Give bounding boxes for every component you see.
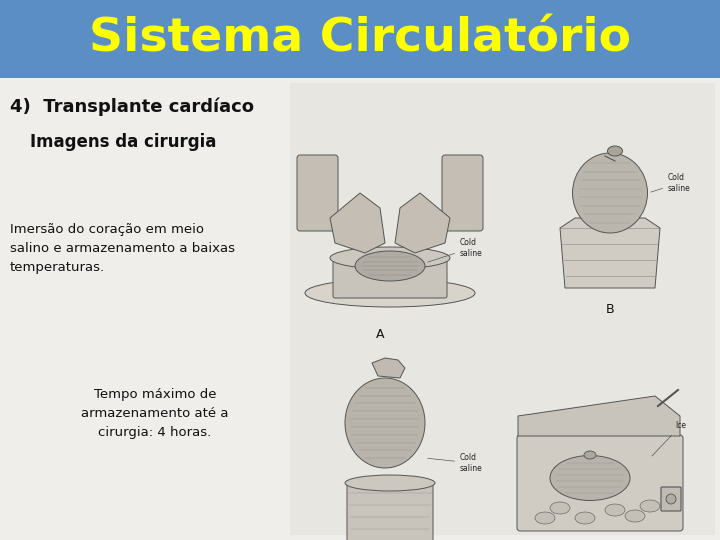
FancyBboxPatch shape (517, 435, 683, 531)
Ellipse shape (575, 512, 595, 524)
Text: A: A (376, 328, 384, 341)
Polygon shape (372, 358, 405, 378)
Text: Ice: Ice (652, 422, 686, 456)
Polygon shape (330, 193, 385, 253)
Polygon shape (518, 396, 680, 436)
Text: Imersão do coração em meio
salino e armazenamento a baixas
temperaturas.: Imersão do coração em meio salino e arma… (10, 223, 235, 274)
Ellipse shape (550, 502, 570, 514)
Ellipse shape (355, 251, 425, 281)
Text: 4)  Transplante cardíaco: 4) Transplante cardíaco (10, 98, 254, 117)
Ellipse shape (345, 475, 435, 491)
Polygon shape (560, 218, 660, 288)
Ellipse shape (550, 456, 630, 501)
Text: Tempo máximo de
armazenamento até a
cirurgia: 4 horas.: Tempo máximo de armazenamento até a ciru… (81, 388, 229, 439)
Bar (290, 83, 715, 535)
Ellipse shape (605, 504, 625, 516)
Ellipse shape (640, 500, 660, 512)
Ellipse shape (305, 279, 475, 307)
Text: Sistema Circulatório: Sistema Circulatório (89, 17, 631, 62)
Text: B: B (606, 303, 614, 316)
Ellipse shape (572, 153, 647, 233)
Text: Imagens da cirurgia: Imagens da cirurgia (30, 133, 217, 151)
FancyBboxPatch shape (333, 256, 447, 298)
Text: Cold
saline: Cold saline (428, 238, 482, 262)
Ellipse shape (608, 146, 623, 156)
Ellipse shape (625, 510, 645, 522)
Circle shape (666, 494, 676, 504)
Polygon shape (395, 193, 450, 253)
FancyBboxPatch shape (297, 155, 338, 231)
Text: Cold
saline: Cold saline (428, 453, 482, 472)
Bar (0, 0, 720, 78)
Ellipse shape (535, 512, 555, 524)
Text: Cold
saline: Cold saline (651, 173, 690, 193)
Ellipse shape (584, 451, 596, 459)
Ellipse shape (330, 247, 450, 269)
Bar (0, 78, 720, 540)
FancyBboxPatch shape (661, 487, 681, 511)
Ellipse shape (345, 378, 425, 468)
FancyBboxPatch shape (347, 482, 433, 540)
FancyBboxPatch shape (442, 155, 483, 231)
